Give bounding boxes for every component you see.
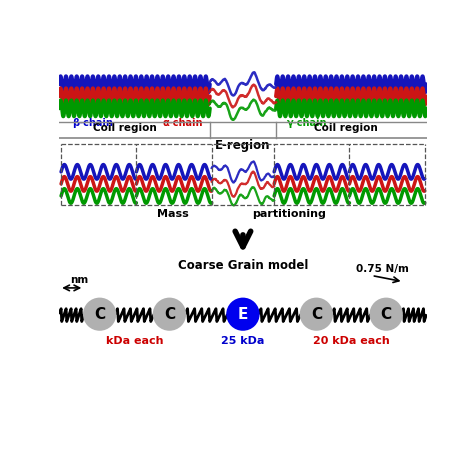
Text: γ-chain: γ-chain	[287, 118, 328, 128]
Text: C: C	[164, 307, 175, 322]
Text: 25 kDa: 25 kDa	[221, 336, 264, 346]
Circle shape	[154, 299, 185, 329]
Text: C: C	[381, 307, 392, 322]
Text: C: C	[311, 307, 322, 322]
Circle shape	[301, 299, 332, 329]
Text: Coil region: Coil region	[314, 123, 378, 133]
Text: 20 kDa each: 20 kDa each	[313, 336, 390, 346]
Text: Coil region: Coil region	[93, 123, 157, 133]
Circle shape	[371, 299, 401, 329]
Text: kDa each: kDa each	[106, 336, 164, 346]
Text: β-chain: β-chain	[72, 118, 113, 128]
Text: E: E	[238, 307, 248, 322]
Text: Mass: Mass	[157, 209, 189, 219]
Circle shape	[228, 299, 258, 329]
Text: Coarse Grain model: Coarse Grain model	[178, 259, 308, 272]
Text: α-chain: α-chain	[162, 118, 202, 128]
Text: nm: nm	[70, 275, 89, 285]
Text: E-region: E-region	[215, 139, 271, 152]
Text: 0.75 N/m: 0.75 N/m	[356, 264, 409, 274]
Text: partitioning: partitioning	[252, 209, 326, 219]
Text: C: C	[94, 307, 105, 322]
Circle shape	[84, 299, 115, 329]
